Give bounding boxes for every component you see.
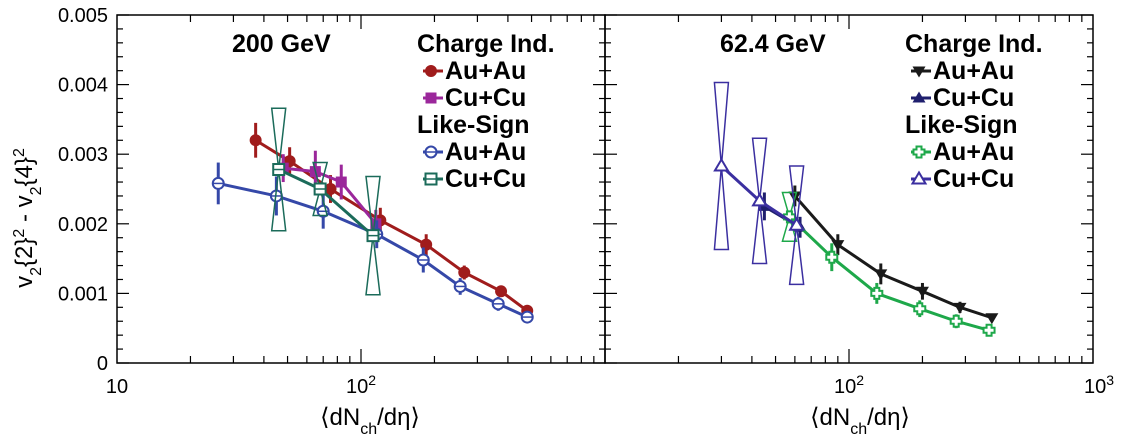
legend-entry: Au+Au <box>445 57 526 85</box>
x-tick-label-base: 10 <box>106 376 128 398</box>
data-point <box>912 66 926 78</box>
data-point <box>831 240 845 252</box>
data-point <box>495 285 508 298</box>
axis-ticks: 102 103 <box>605 14 1114 398</box>
data-point <box>425 92 437 104</box>
legend-group-title: Like-Sign <box>905 111 1018 139</box>
data-point <box>949 314 963 328</box>
data-point <box>751 192 768 207</box>
y-tick-label: 0 <box>97 353 108 375</box>
series-line <box>217 181 528 319</box>
data-point <box>985 313 999 325</box>
series-au-au-like-sign <box>781 191 996 337</box>
series-line <box>788 215 990 332</box>
data-point <box>420 238 433 251</box>
panel-200gev: 10 102 200 GeV Charge Ind.Au+AuCu+CuLike-… <box>106 14 606 398</box>
series-line <box>283 166 377 225</box>
chart-title: 200 GeV <box>232 30 331 58</box>
series-layer <box>713 81 999 337</box>
legend-entry: Au+Au <box>933 57 1014 85</box>
legend-group-title: Like-Sign <box>417 111 530 139</box>
y-tick-labels: 0 0.001 0.002 0.003 0.004 0.005 <box>58 5 108 375</box>
data-point <box>458 266 471 279</box>
legend-group-title: Charge Ind. <box>905 30 1043 58</box>
x-tick-label-base: 10 <box>1084 376 1106 398</box>
data-point <box>870 286 884 300</box>
legend-entry: Au+Au <box>933 138 1014 166</box>
series-cu-cu-like-sign <box>270 107 381 296</box>
x-tick-label-base: 10 <box>834 376 856 398</box>
data-point <box>915 286 929 298</box>
x-tick-label-exp: 2 <box>856 372 864 388</box>
x-axis-label-left: ⟨dNch/dη⟩ <box>320 404 420 436</box>
legend-entry: Cu+Cu <box>445 84 526 112</box>
data-point <box>913 302 927 316</box>
legend-entry: Au+Au <box>445 138 526 166</box>
x-tick-label: 102 <box>834 372 864 398</box>
x-tick-label: 10 <box>106 376 128 398</box>
data-point <box>874 269 888 281</box>
panel-62gev: 102 103 62.4 GeV Charge Ind.Au+AuCu+CuLik… <box>604 14 1114 398</box>
series-line <box>793 194 993 320</box>
legend-group-title: Charge Ind. <box>417 30 555 58</box>
x-tick-label-exp: 3 <box>1106 372 1114 388</box>
series-line <box>254 139 529 313</box>
data-point <box>713 157 730 172</box>
data-point <box>425 65 437 77</box>
data-point <box>953 302 967 314</box>
legend-entry: Cu+Cu <box>933 165 1014 193</box>
x-axis-label-right: ⟨dNch/dη⟩ <box>810 404 910 436</box>
data-point <box>335 176 347 188</box>
data-point <box>912 145 926 159</box>
y-tick-label: 0.001 <box>58 283 108 305</box>
y-axis-label: v2{2}2 - v2{4}2 <box>11 148 45 288</box>
panel-frame <box>604 14 1094 364</box>
series-au-au-charge-ind- <box>788 185 999 325</box>
y-tick-label: 0.005 <box>58 5 108 27</box>
data-point <box>249 134 262 147</box>
data-point <box>825 250 839 264</box>
data-point <box>910 170 928 185</box>
series-layer <box>211 107 534 324</box>
data-point <box>912 91 926 103</box>
legend-entry: Cu+Cu <box>933 84 1014 112</box>
legend-entry: Cu+Cu <box>445 165 526 193</box>
x-tick-label: 103 <box>1084 372 1114 398</box>
chart-title: 62.4 GeV <box>720 30 826 58</box>
x-tick-label-base: 10 <box>346 376 368 398</box>
x-tick-label-exp: 2 <box>368 372 376 388</box>
data-point <box>788 216 805 231</box>
y-tick-label: 0.003 <box>58 144 108 166</box>
y-tick-label: 0.004 <box>58 75 108 97</box>
y-tick-label: 0.002 <box>58 214 108 236</box>
data-point <box>982 323 996 337</box>
axis-ticks: 10 102 <box>106 14 605 398</box>
series-cu-cu-like-sign <box>713 81 805 286</box>
x-tick-label: 102 <box>346 372 376 398</box>
